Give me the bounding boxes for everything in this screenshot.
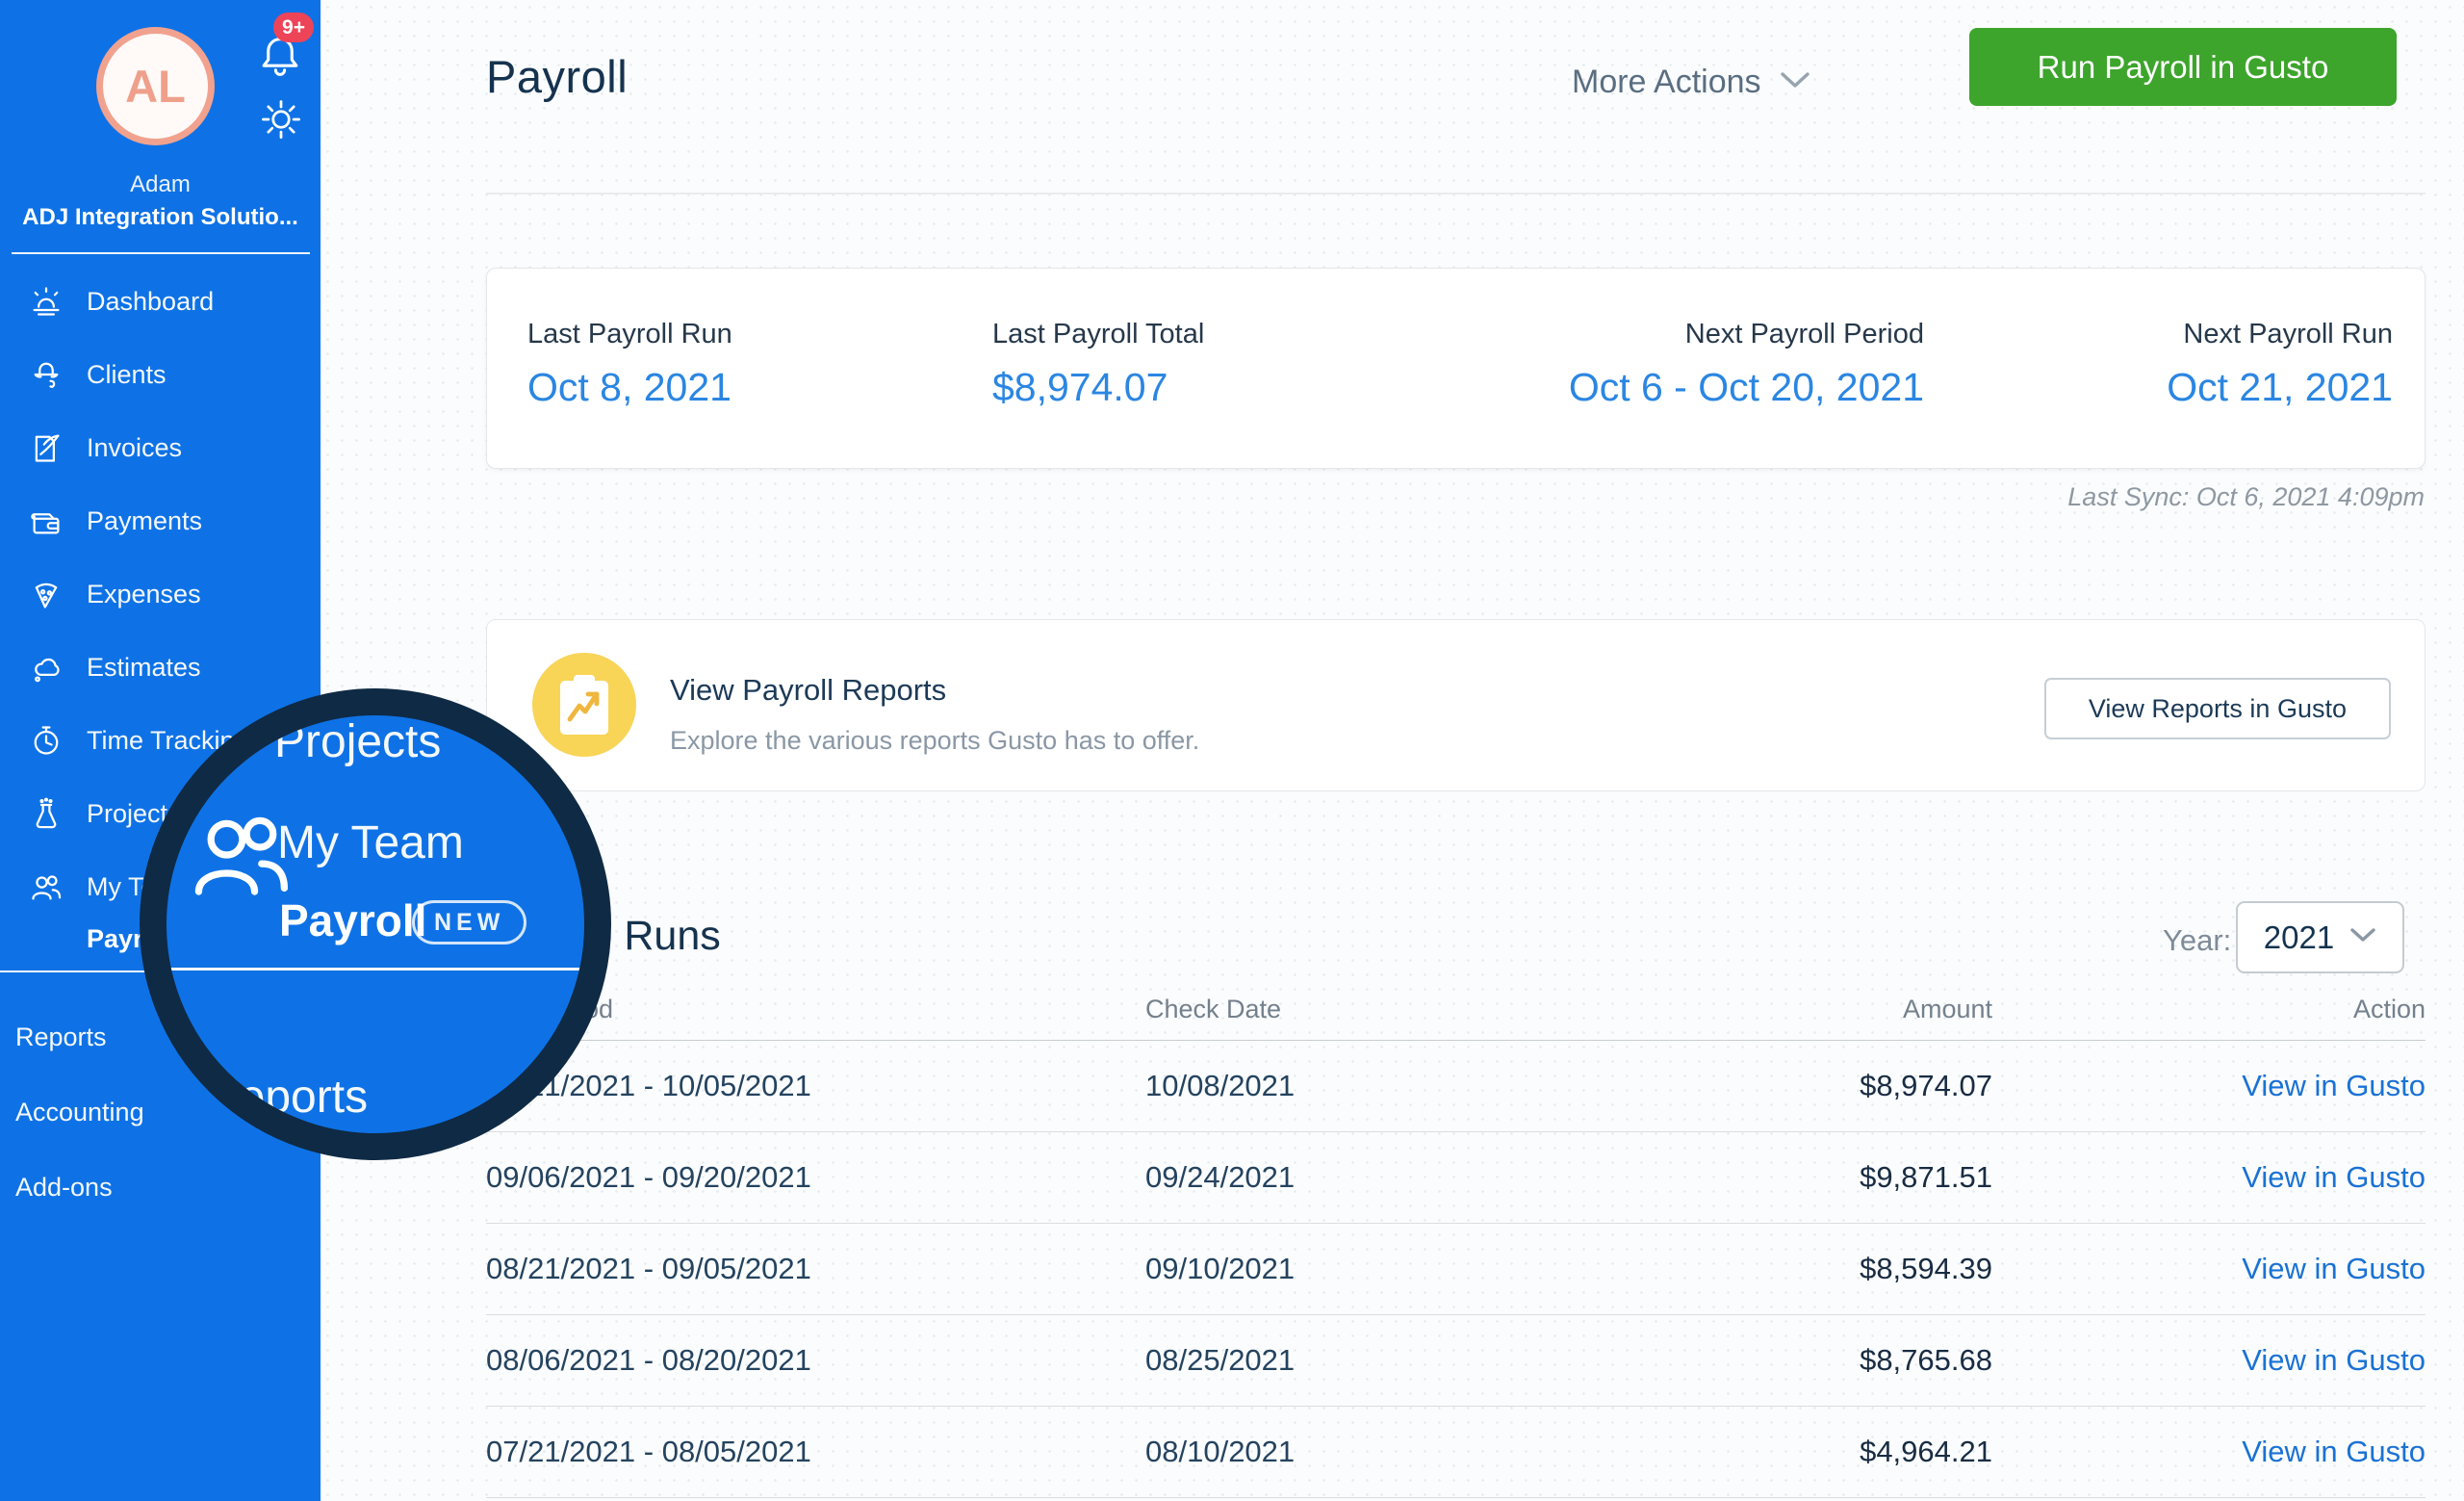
sidebar-item-dashboard[interactable]: Dashboard xyxy=(0,265,321,338)
view-in-gusto-link[interactable]: View in Gusto xyxy=(2242,1069,2426,1102)
check-date-cell: 10/08/2021 xyxy=(1145,1069,1296,1102)
view-in-gusto-link[interactable]: View in Gusto xyxy=(2242,1160,2426,1194)
sidebar-item-payments[interactable]: Payments xyxy=(0,484,321,557)
column-header-amount: Amount xyxy=(1902,995,1992,1023)
amount-cell: $8,765.68 xyxy=(1860,1343,1992,1377)
stat-value: Oct 6 - Oct 20, 2021 xyxy=(1568,365,1924,409)
invoice-feather-icon xyxy=(29,430,64,465)
sidebar-item-invoices[interactable]: Invoices xyxy=(0,411,321,484)
view-in-gusto-link[interactable]: View in Gusto xyxy=(2242,1343,2426,1377)
check-date-cell: 08/25/2021 xyxy=(1145,1343,1296,1377)
people-icon xyxy=(184,808,297,902)
user-name: Adam xyxy=(130,171,191,197)
check-date-cell: 08/10/2021 xyxy=(1145,1435,1296,1468)
header-divider xyxy=(486,193,2426,194)
sidebar-bottom-nav: Reports Accounting Add-ons xyxy=(0,999,321,1225)
sidebar-item-reports[interactable]: Reports xyxy=(15,1022,107,1051)
stat-value: Oct 21, 2021 xyxy=(2167,365,2393,409)
magnifier-circle: Projects My Team Payroll NEW Reports xyxy=(140,688,611,1160)
magnified-payroll-label: Payroll xyxy=(279,895,427,945)
chevron-down-icon xyxy=(2349,926,2376,948)
table-header-divider xyxy=(486,1040,2426,1041)
amount-cell: $4,964.21 xyxy=(1860,1435,1992,1468)
year-filter-label: Year: xyxy=(2163,923,2232,957)
run-payroll-button[interactable]: Run Payroll in Gusto xyxy=(1969,28,2397,106)
pay-period-cell: 07/21/2021 - 08/05/2021 xyxy=(486,1435,811,1468)
sidebar-item-label: Expenses xyxy=(87,579,201,608)
more-actions-dropdown[interactable]: More Actions xyxy=(1572,64,1811,101)
new-badge: NEW xyxy=(412,900,527,945)
people-icon xyxy=(29,869,64,904)
sidebar-item-label: Clients xyxy=(87,359,167,389)
wallet-icon xyxy=(29,504,64,538)
magnified-projects-label: Projects xyxy=(274,716,442,767)
last-sync-timestamp: Last Sync: Oct 6, 2021 4:09pm xyxy=(2067,482,2425,511)
thought-cloud-icon xyxy=(29,650,64,685)
sidebar-item-label: Estimates xyxy=(87,652,201,682)
pay-period-cell: 08/21/2021 - 09/05/2021 xyxy=(486,1252,811,1285)
amount-cell: $8,974.07 xyxy=(1860,1069,1992,1102)
stat-value: $8,974.07 xyxy=(992,365,1168,409)
sunrise-icon xyxy=(29,284,64,319)
view-in-gusto-link[interactable]: View in Gusto xyxy=(2242,1252,2426,1285)
sidebar-item-add-ons[interactable]: Add-ons xyxy=(15,1172,113,1202)
check-date-cell: 09/24/2021 xyxy=(1145,1160,1296,1194)
table-row: 07/21/2021 - 08/05/2021 08/10/2021 $4,96… xyxy=(486,1407,2426,1498)
magnified-divider xyxy=(167,968,584,970)
flask-icon xyxy=(29,796,64,831)
sidebar-item-label: Dashboard xyxy=(87,286,215,316)
avatar[interactable]: AL xyxy=(96,27,215,145)
table-row: 08/06/2021 - 08/20/2021 08/25/2021 $8,76… xyxy=(486,1315,2426,1407)
pay-period-cell: 09/21/2021 - 10/05/2021 xyxy=(486,1069,811,1102)
sidebar-item-clients[interactable]: Clients xyxy=(0,338,321,411)
client-hat-icon xyxy=(29,357,64,392)
table-row: 08/21/2021 - 09/05/2021 09/10/2021 $8,59… xyxy=(486,1224,2426,1315)
sidebar-item-estimates[interactable]: Estimates xyxy=(0,631,321,704)
view-in-gusto-link[interactable]: View in Gusto xyxy=(2242,1435,2426,1468)
amount-cell: $9,871.51 xyxy=(1860,1160,1992,1194)
reports-card-title: View Payroll Reports xyxy=(670,673,947,707)
more-actions-label: More Actions xyxy=(1572,64,1761,100)
magnified-reports-label: Reports xyxy=(206,1072,369,1123)
notification-badge[interactable]: 9+ xyxy=(273,13,314,42)
check-date-cell: 09/10/2021 xyxy=(1145,1252,1296,1285)
pay-period-cell: 08/06/2021 - 08/20/2021 xyxy=(486,1343,811,1377)
sidebar-item-label: Invoices xyxy=(87,432,183,462)
column-header-action: Action xyxy=(2352,995,2426,1023)
pizza-slice-icon xyxy=(29,577,64,611)
column-header-check-date: Check Date xyxy=(1145,995,1282,1023)
stat-label: Next Payroll Run xyxy=(2183,319,2393,349)
payroll-runs-table: 09/21/2021 - 10/05/2021 10/08/2021 $8,97… xyxy=(486,1041,2426,1498)
stat-value: Oct 8, 2021 xyxy=(527,365,732,409)
sidebar-item-expenses[interactable]: Expenses xyxy=(0,557,321,631)
payroll-summary-card: Last Payroll Run Oct 8, 2021 Last Payrol… xyxy=(486,268,2426,469)
sidebar-item-accounting[interactable]: Accounting xyxy=(15,1097,144,1126)
payroll-reports-card: View Payroll Reports Explore the various… xyxy=(486,619,2426,791)
table-row: 09/21/2021 - 10/05/2021 10/08/2021 $8,97… xyxy=(486,1041,2426,1132)
stat-label: Last Payroll Run xyxy=(527,319,732,349)
year-value: 2021 xyxy=(2263,919,2335,955)
stat-label: Last Payroll Total xyxy=(992,319,1205,349)
report-clipboard-icon xyxy=(532,653,636,757)
sidebar-item-label: Payments xyxy=(87,505,203,535)
chevron-down-icon xyxy=(1779,69,1811,95)
page-title: Payroll xyxy=(486,51,629,102)
reports-card-subtitle: Explore the various reports Gusto has to… xyxy=(670,726,1200,755)
gear-icon[interactable] xyxy=(260,98,302,141)
company-name[interactable]: ADJ Integration Solutio... xyxy=(22,204,298,230)
amount-cell: $8,594.39 xyxy=(1860,1252,1992,1285)
main-content: Payroll More Actions Run Payroll in Gust… xyxy=(321,0,2464,1501)
magnified-my-team-label: My Team xyxy=(277,817,464,868)
pay-period-cell: 09/06/2021 - 09/20/2021 xyxy=(486,1160,811,1194)
table-row: 09/06/2021 - 09/20/2021 09/24/2021 $9,87… xyxy=(486,1132,2426,1224)
sidebar-divider xyxy=(12,252,310,254)
year-select[interactable]: 2021 xyxy=(2236,901,2404,973)
stat-label: Next Payroll Period xyxy=(1684,319,1924,349)
view-reports-button[interactable]: View Reports in Gusto xyxy=(2043,678,2391,739)
stopwatch-icon xyxy=(29,723,64,758)
